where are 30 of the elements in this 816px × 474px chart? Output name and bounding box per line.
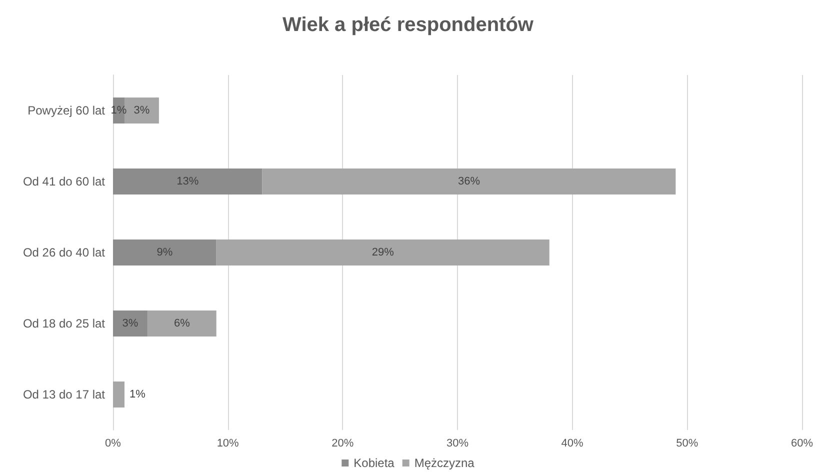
x-tick-label: 50% [676, 438, 698, 450]
y-tick-label: Od 13 do 17 lat [22, 388, 106, 402]
data-label: 36% [458, 176, 480, 188]
x-tick-label: 0% [105, 438, 122, 450]
x-tick-label: 60% [790, 438, 814, 450]
legend-label: Kobieta [354, 456, 395, 470]
data-label: 3% [122, 318, 138, 330]
y-tick-label: Od 18 do 25 lat [22, 316, 106, 330]
data-label: 9% [156, 246, 173, 258]
bar [216, 240, 550, 266]
data-label: 3% [134, 104, 150, 116]
legend-label: Mężczyzna [414, 456, 475, 470]
y-tick-label: Od 41 do 60 lat [22, 174, 106, 188]
y-tick-label: Od 26 do 40 lat [22, 246, 106, 260]
x-tick-label: 10% [216, 438, 240, 450]
data-label: 1% [129, 388, 146, 400]
chart-title: Wiek a płeć respondentów [282, 14, 534, 36]
bar [113, 240, 216, 266]
x-tick-label: 30% [446, 438, 469, 450]
bar [113, 310, 148, 336]
x-tick-label: 20% [332, 438, 354, 450]
y-tick-label: Powyżej 60 lat [28, 104, 106, 118]
x-tick-label: 40% [561, 438, 584, 450]
bar [147, 310, 216, 336]
data-label: 13% [176, 176, 199, 188]
bar [262, 168, 676, 194]
bar [113, 382, 124, 408]
bar [113, 168, 262, 194]
data-label: 29% [372, 246, 394, 258]
data-label: 6% [174, 318, 190, 330]
